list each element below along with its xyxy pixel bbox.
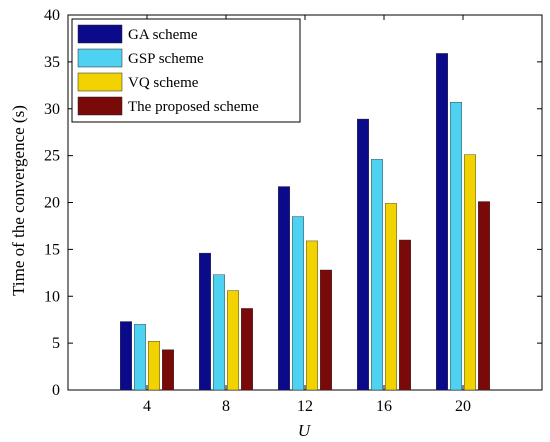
bar-1-12 <box>292 216 304 391</box>
bar-2-12 <box>306 240 318 391</box>
legend-label-2: VQ scheme <box>128 75 199 91</box>
bar-0-16 <box>357 118 369 391</box>
legend-label-3: The proposed scheme <box>128 99 259 115</box>
bar-3-4 <box>162 349 174 391</box>
legend-label-0: GA scheme <box>128 27 198 43</box>
bar-1-8 <box>213 274 225 391</box>
x-tick-label: 8 <box>222 398 230 415</box>
bar-2-20 <box>464 154 476 391</box>
bar-2-16 <box>385 203 397 391</box>
bar-2-4 <box>148 341 160 391</box>
y-tick-label: 25 <box>44 148 60 165</box>
bar-0-12 <box>278 186 290 391</box>
y-tick-label: 40 <box>44 7 60 24</box>
legend-label-1: GSP scheme <box>128 51 204 67</box>
x-tick-label: 20 <box>455 398 471 415</box>
y-tick-label: 30 <box>44 101 60 118</box>
axes-layer: 0 5 10 15 20 25 30 35 40 4 8 12 16 20 <box>44 7 542 415</box>
y-tick-label: 5 <box>52 335 60 352</box>
bar-0-20 <box>436 53 448 391</box>
y-tick-label: 15 <box>44 241 60 258</box>
y-tick-label: 35 <box>44 54 60 71</box>
bar-0-8 <box>199 252 211 391</box>
legend: GA scheme GSP scheme VQ scheme The proposed… <box>71 18 301 123</box>
y-tick-label: 20 <box>44 195 60 212</box>
legend-swatch-2 <box>77 72 123 92</box>
bar-3-8 <box>241 308 253 391</box>
x-tick-label: 4 <box>143 398 151 415</box>
y-tick-label: 0 <box>52 382 60 399</box>
legend-swatch-3 <box>77 96 123 116</box>
bar-2-8 <box>227 290 239 391</box>
y-tick-label: 10 <box>44 288 60 305</box>
x-tick-label: 12 <box>297 398 313 415</box>
x-tick-label: 16 <box>376 398 392 415</box>
bar-3-20 <box>478 201 490 391</box>
x-axis-title: U <box>298 421 312 440</box>
bar-1-20 <box>450 101 462 391</box>
legend-swatch-1 <box>77 48 123 68</box>
bar-0-4 <box>120 321 132 391</box>
y-axis-title: Time of the convergence (s) <box>9 105 28 296</box>
bar-1-16 <box>371 159 383 391</box>
legend-swatch-0 <box>77 24 123 44</box>
bar-3-12 <box>320 269 332 391</box>
bar-3-16 <box>399 239 411 391</box>
bars-layer <box>120 53 490 391</box>
bar-1-4 <box>134 324 146 391</box>
